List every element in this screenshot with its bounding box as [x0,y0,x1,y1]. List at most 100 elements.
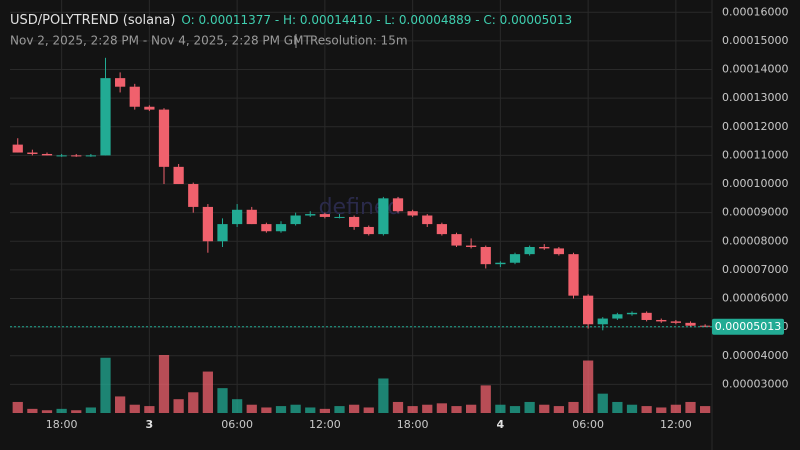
volume-bar [41,410,53,413]
header: USD/POLYTREND (solana) O: 0.00011377 - H:… [10,13,572,28]
last-price-label: 0.00005013 [715,320,781,333]
volume-bar [509,406,521,413]
candle-body [188,184,199,207]
x-tick-label: 12:00 [660,418,692,431]
volume-bar [363,407,374,413]
volume-bar [144,406,155,413]
volume-bar [27,408,38,413]
volume-bar [173,399,184,413]
volume-bar [115,396,126,413]
y-tick-label: 0.00012000 [722,120,788,133]
volume-bar [217,388,228,413]
candle-body [158,109,170,167]
candle-body [319,214,330,217]
candle-body [700,325,711,327]
grid [10,0,712,413]
volume-bar [85,407,96,413]
x-tick-label: 06:00 [572,418,604,431]
candle-body [656,319,667,322]
y-tick-label: 0.00003000 [722,377,788,390]
candle-body [363,226,374,235]
volume-bar [670,404,681,413]
volume-bar [349,404,360,413]
y-tick-label: 0.00013000 [722,91,788,104]
candle-body [495,262,506,265]
volume-bar [378,378,389,413]
candle-body [524,246,535,255]
x-tick-label: 12:00 [309,418,341,431]
candle-body [41,153,53,156]
volume-bar [56,408,67,413]
candle-body [85,155,96,157]
candle-body [100,78,111,156]
x-tick-label: 3 [146,418,154,431]
candle-body [349,216,360,227]
candle-body [436,224,447,235]
candle-body [144,106,155,110]
y-tick-label: 0.00016000 [722,5,788,18]
plot [12,57,711,413]
volume-bar [597,393,608,413]
volume-bar [568,401,579,413]
y-tick-label: 0.00010000 [722,177,788,190]
volume-bar [100,357,111,413]
candle-body [670,321,681,323]
volume-bar [436,403,447,413]
volume-bar [451,406,462,413]
y-tick-label: 0.00011000 [722,148,788,161]
volume-bar [129,404,140,413]
ohlc-summary: O: 0.00011377 - H: 0.00014410 - L: 0.000… [181,13,572,27]
volume-bar [246,404,257,413]
subtitle: Nov 2, 2025, 2:28 PM - Nov 4, 2025, 2:28… [10,34,311,48]
candle-body [583,295,594,325]
volume-bar [202,371,213,413]
candle-body [422,215,433,225]
volume-bar [71,410,82,413]
volume-bar [422,404,433,413]
candle-body [232,209,243,225]
y-tick-label: 0.00015000 [722,34,788,47]
volume-bar [407,406,418,413]
x-tick-label: 18:00 [397,418,429,431]
candle-body [246,209,257,225]
candle-body [305,214,316,216]
last-price-box [712,318,784,335]
candle-body [71,155,82,157]
x-tick-label: 4 [497,418,505,431]
y-tick-label: 0.00009000 [722,206,788,219]
candle-body [509,254,521,263]
volume-bar [466,404,477,413]
y-tick-label: 0.00004000 [722,349,788,362]
volume-bar [495,404,506,413]
candle-body [217,224,228,242]
volume-bar [700,406,711,413]
volume-bar [12,401,23,413]
watermark: defined [319,195,402,220]
y-tick-label: 0.00008000 [722,234,788,247]
y-tick-label: 0.00006000 [722,292,788,305]
volume-bar [553,406,564,413]
candle-body [553,248,564,255]
candle-body [290,215,301,225]
volume-bar [188,392,199,413]
chart-title: USD/POLYTREND (solana) [10,13,175,28]
resolution: Resolution: 15m [310,34,408,48]
volume-bar [626,404,638,413]
candle-body [466,245,477,247]
candle-body [115,78,126,87]
candle-body [27,152,38,154]
candle-body [173,166,184,185]
volume-bar [480,385,491,413]
x-tick-label: 06:00 [221,418,253,431]
candle-body [392,198,404,212]
candle-body [612,314,623,319]
volume-bar [158,355,170,413]
candle-body [597,318,608,325]
volume-bar [583,360,594,413]
volume-bar [685,401,696,413]
candle-body [480,246,491,265]
candle-body [275,224,287,232]
candle-body [56,155,67,157]
y-tick-label: 0.00014000 [722,63,788,76]
